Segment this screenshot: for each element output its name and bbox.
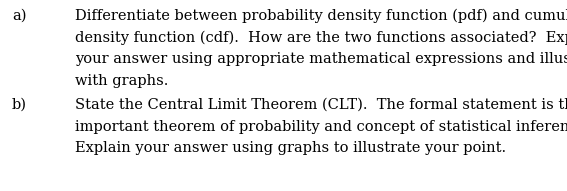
Text: your answer using appropriate mathematical expressions and illustrate: your answer using appropriate mathematic… xyxy=(75,52,567,66)
Text: State the Central Limit Theorem (CLT).  The formal statement is the most: State the Central Limit Theorem (CLT). T… xyxy=(75,98,567,112)
Text: with graphs.: with graphs. xyxy=(75,74,168,87)
Text: Differentiate between probability density function (pdf) and cumulative: Differentiate between probability densit… xyxy=(75,9,567,23)
Text: Explain your answer using graphs to illustrate your point.: Explain your answer using graphs to illu… xyxy=(75,141,506,155)
Text: b): b) xyxy=(12,98,27,112)
Text: density function (cdf).  How are the two functions associated?  Explain: density function (cdf). How are the two … xyxy=(75,31,567,45)
Text: important theorem of probability and concept of statistical inference. Why?: important theorem of probability and con… xyxy=(75,120,567,134)
Text: a): a) xyxy=(12,9,27,23)
